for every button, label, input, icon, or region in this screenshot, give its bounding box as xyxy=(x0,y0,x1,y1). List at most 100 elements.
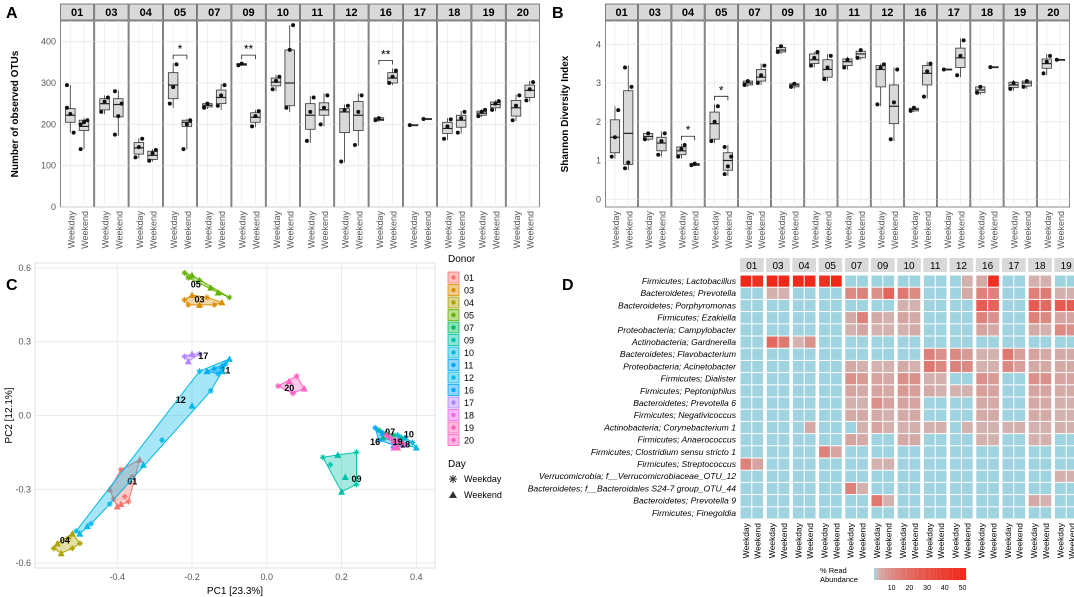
heatmap-cell xyxy=(1002,421,1014,434)
heatmap-cell xyxy=(804,336,816,348)
heatmap-cell xyxy=(830,336,842,348)
heatmap-cell xyxy=(976,385,988,397)
legend-gradient-step xyxy=(961,568,964,580)
heatmap-cell xyxy=(766,409,778,421)
heatmap-cell xyxy=(883,421,895,434)
legend-gradient-step xyxy=(926,568,930,580)
heatmap-cell xyxy=(1014,336,1026,348)
row-label: Firmicutes; Anaerococcus xyxy=(637,435,736,445)
data-point xyxy=(911,105,916,110)
heatmap-cell xyxy=(1040,458,1052,470)
legend-dot xyxy=(451,337,456,343)
facet-strip xyxy=(368,3,403,21)
heatmap-cell xyxy=(935,373,947,385)
facet-label: 07 xyxy=(748,7,760,19)
weekday-point xyxy=(185,274,192,281)
heatmap-cell xyxy=(935,312,947,324)
x-tick-label: Weekday xyxy=(203,211,213,249)
data-point xyxy=(692,161,697,166)
heatmap-cell xyxy=(1054,360,1066,373)
data-point xyxy=(342,107,347,112)
x-tick-label: Weekend xyxy=(114,211,124,249)
legend-gradient-step xyxy=(894,568,898,580)
heatmap-cell xyxy=(845,409,857,421)
legend-label: 01 xyxy=(464,273,474,283)
y-tick-label: 200 xyxy=(41,119,56,129)
weekend-point xyxy=(334,451,342,458)
heatmap-cell xyxy=(883,397,895,409)
heatmap-cell xyxy=(1066,385,1074,397)
donor-strip xyxy=(1054,258,1074,272)
donor-label: 19 xyxy=(393,437,403,447)
data-point xyxy=(609,154,614,159)
facet-panel xyxy=(904,20,937,208)
heatmap-cell xyxy=(1040,385,1052,397)
facet-label: 07 xyxy=(208,7,220,19)
heatmap-cell xyxy=(1014,458,1026,470)
heatmap-cell xyxy=(845,434,857,446)
x-tick-label: Weekend xyxy=(457,211,467,249)
heatmap-cell xyxy=(923,336,935,348)
facet-strip xyxy=(1036,3,1070,21)
y-tick-label: 0.0 xyxy=(18,411,31,421)
heatmap-cell xyxy=(752,507,764,519)
facet-panel xyxy=(163,20,197,208)
weekday-point xyxy=(106,501,113,508)
weekday-point xyxy=(293,373,300,380)
facet-panel xyxy=(128,20,163,208)
heatmap-cell xyxy=(857,299,868,312)
column-label: Weekday xyxy=(820,522,830,558)
donor-strip-label: 16 xyxy=(982,261,994,272)
legend-tick: 10 xyxy=(888,585,896,592)
heatmap-cell xyxy=(845,336,857,348)
column-label: Weekend xyxy=(1067,523,1074,559)
heatmap-cell xyxy=(766,336,778,348)
weekday-point xyxy=(117,466,124,473)
weekday-point xyxy=(207,387,214,394)
heatmap-cell xyxy=(909,434,921,446)
legend-gradient-step xyxy=(952,568,955,580)
heatmap-cell xyxy=(1054,373,1066,385)
heatmap-cell xyxy=(857,446,868,458)
heatmap-cell xyxy=(871,458,883,470)
data-point xyxy=(755,81,760,85)
weekend-point xyxy=(218,362,226,370)
heatmap-cell xyxy=(830,409,842,421)
heatmap-cell xyxy=(883,482,895,495)
data-point xyxy=(311,95,316,100)
donor-label: 03 xyxy=(194,294,204,304)
heatmap-cell xyxy=(1040,470,1052,482)
heatmap-cell xyxy=(804,409,816,421)
panel-c-pcoa: -0.4 -0.2 0.0 0.2 0.4 -0.6 -0.3 0.0 0.3 0.6 PC1 [2… xyxy=(4,254,502,597)
heatmap-cell xyxy=(961,421,973,434)
heatmap-cell xyxy=(1066,348,1074,360)
data-point xyxy=(656,152,661,157)
heatmap-cell xyxy=(935,275,947,287)
column-label: Weekday xyxy=(977,522,987,558)
facet-label: 04 xyxy=(140,7,153,19)
legend-gradient-step xyxy=(903,568,907,580)
x-tick-label: Weekend xyxy=(757,211,767,249)
heatmap-cell xyxy=(804,397,816,409)
heatmap-cell xyxy=(1028,287,1040,299)
heatmap-cell xyxy=(976,446,988,458)
heatmap-cell xyxy=(988,397,999,409)
donor-label: 01 xyxy=(127,476,137,486)
legend-gradient-step xyxy=(897,568,900,580)
data-point xyxy=(1021,84,1026,89)
heatmap-cell xyxy=(871,421,883,434)
weekday-point xyxy=(215,370,222,377)
heatmap-cell xyxy=(950,397,961,409)
heatmap-cell xyxy=(766,507,778,519)
x-tick-label: Weekday xyxy=(306,211,316,249)
heatmap-cell xyxy=(1028,458,1040,470)
data-point xyxy=(958,53,963,58)
heatmap-cell xyxy=(897,287,909,299)
weekday-point xyxy=(88,520,95,527)
column-label: Weekday xyxy=(872,522,882,558)
heatmap-cell xyxy=(830,446,842,458)
legend-label: 11 xyxy=(464,361,473,371)
heatmap-cell xyxy=(1002,299,1014,312)
heatmap-cell xyxy=(988,336,999,348)
